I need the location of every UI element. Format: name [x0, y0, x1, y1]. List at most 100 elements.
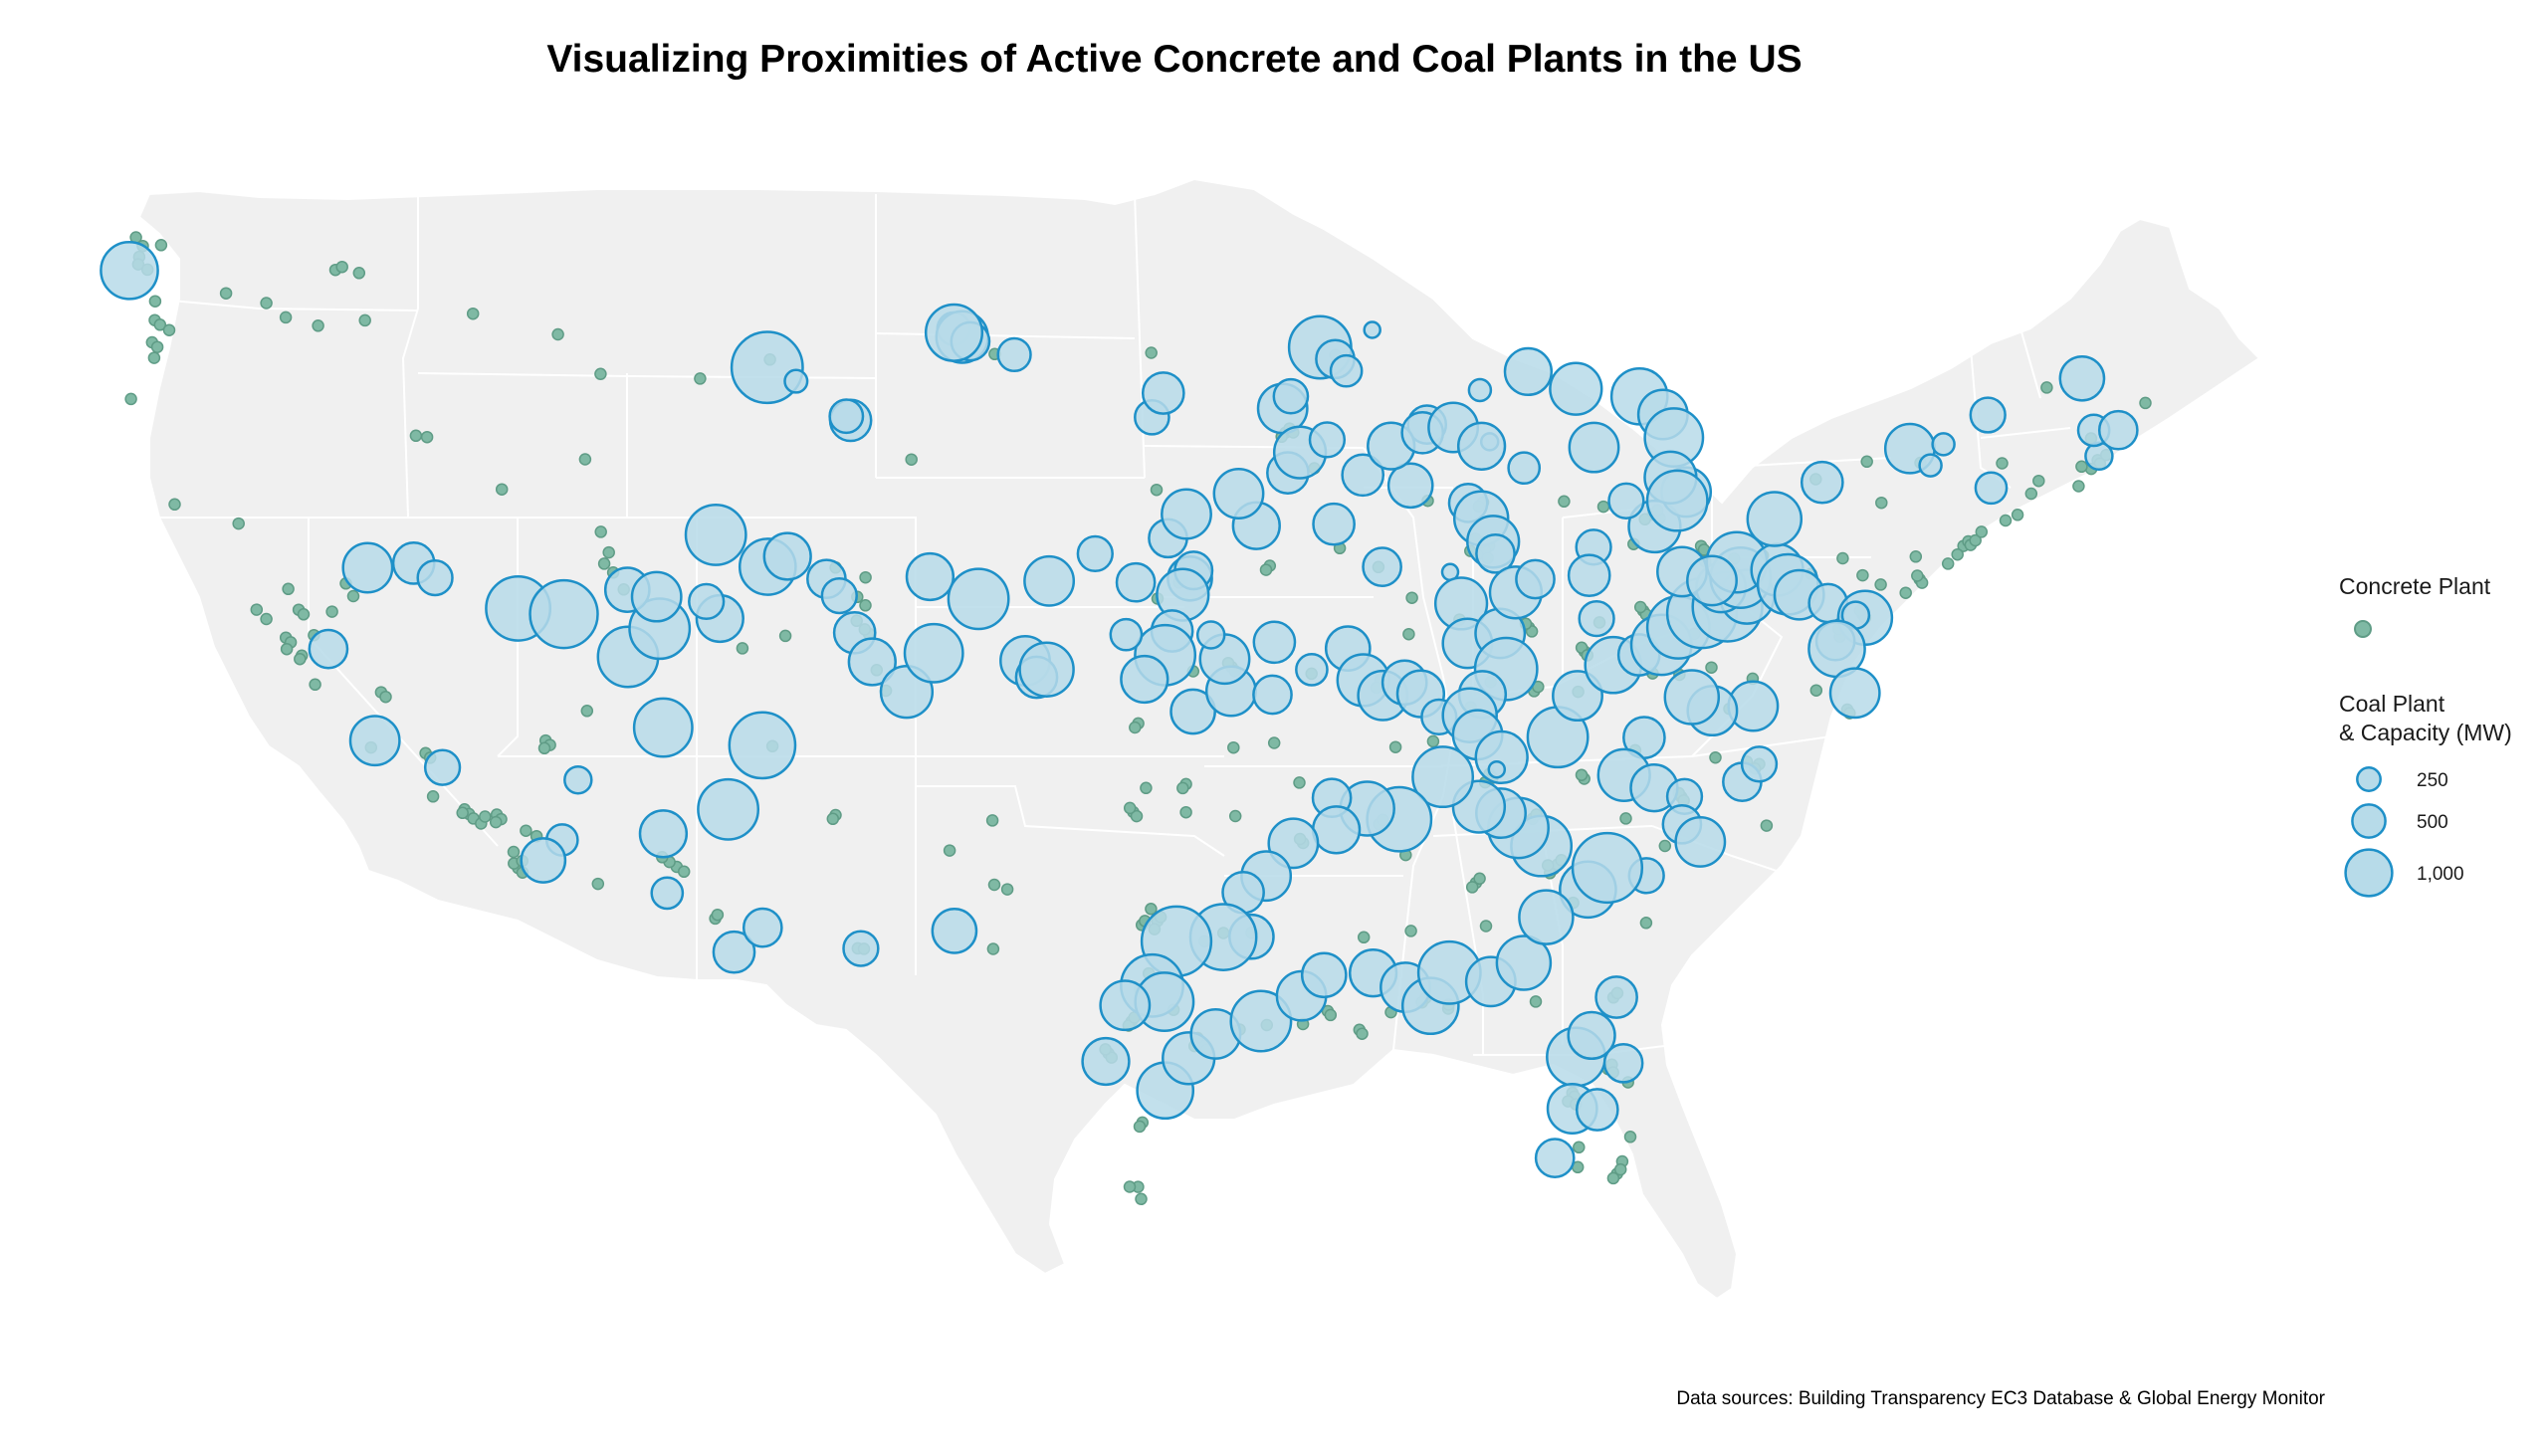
coal-plant-point — [341, 541, 394, 594]
concrete-plant-point — [346, 589, 360, 603]
coal-plant-point — [416, 558, 454, 597]
concrete-plant-point — [1639, 917, 1653, 930]
coal-plant-point — [638, 809, 689, 859]
concrete-plant-point — [1709, 750, 1722, 764]
concrete-plant-point — [578, 453, 592, 466]
concrete-plant-point — [985, 814, 999, 827]
concrete-plant-point — [250, 603, 264, 616]
concrete-plant-point — [1267, 736, 1281, 749]
concrete-plant-point — [297, 608, 311, 621]
coal-plant-point — [728, 711, 797, 780]
chart-title: Visualizing Proximities of Active Concre… — [546, 38, 1803, 81]
coal-plant-point — [1212, 468, 1265, 520]
coal-plant-point — [1515, 558, 1556, 600]
coal-plant-point — [1362, 546, 1402, 587]
concrete-plant-point — [148, 295, 162, 308]
concrete-plant-point — [1259, 563, 1273, 576]
coal-plant-point — [1663, 669, 1721, 726]
coal-plant-point — [308, 628, 349, 670]
coal-plant-point — [1800, 460, 1844, 505]
concrete-plant-point — [1130, 809, 1144, 823]
concrete-plant-point — [1179, 805, 1192, 819]
legend-size-label: 250 — [2417, 770, 2448, 791]
coal-plant-point — [924, 303, 984, 362]
concrete-plant-point — [2072, 480, 2085, 493]
legend: Concrete Plant Coal Plant & Capacity (MW… — [2339, 572, 2538, 931]
coal-plant-point — [529, 578, 599, 650]
concrete-plant-point — [232, 517, 245, 530]
concrete-plant-point — [711, 908, 725, 922]
concrete-plant-point — [1623, 1131, 1637, 1144]
coal-plant-point — [1475, 532, 1516, 574]
border-nd-sd — [875, 332, 1136, 339]
concrete-plant-point — [352, 267, 366, 280]
coal-plant-point — [1363, 320, 1381, 339]
coal-plant-point — [947, 567, 1010, 631]
concrete-plant-point — [736, 642, 749, 655]
coal-plant-point — [1312, 502, 1356, 546]
coal-plant-point — [1456, 421, 1507, 471]
legend-size-circle — [2351, 803, 2387, 839]
concrete-plant-point — [1633, 600, 1647, 614]
concrete-plant-point — [358, 313, 371, 327]
coal-plant-point — [688, 582, 726, 621]
coal-plant-point — [520, 837, 567, 884]
concrete-plant-point — [1357, 931, 1371, 944]
concrete-plant-point — [1405, 591, 1418, 604]
coal-plant-point — [1567, 553, 1611, 598]
concrete-plant-point — [1658, 839, 1672, 853]
concrete-plant-point — [1809, 684, 1823, 697]
coal-plant-point — [1740, 745, 1779, 783]
concrete-plant-point — [1911, 569, 1924, 582]
data-source-note: Data sources: Building Transparency EC3 … — [1676, 1388, 2325, 1409]
concrete-plant-point — [154, 239, 168, 252]
concrete-plant-point — [1356, 1027, 1369, 1040]
concrete-plant-point — [312, 319, 324, 332]
concrete-plant-point — [591, 877, 605, 891]
concrete-plant-point — [1228, 809, 1242, 823]
concrete-plant-point — [1404, 925, 1417, 937]
coal-plant-point — [1115, 561, 1157, 603]
concrete-plant-point — [335, 260, 348, 274]
coal-plant-point — [2058, 354, 2106, 402]
coal-plant-point — [1229, 989, 1293, 1053]
legend-size-circle — [2356, 766, 2382, 792]
concrete-plant-point — [1996, 457, 2009, 470]
concrete-plant-point — [943, 844, 956, 857]
concrete-plant-point — [1860, 455, 1873, 469]
coal-plant-point — [1099, 979, 1152, 1032]
concrete-plant-point — [551, 327, 564, 341]
coal-plant-point — [1918, 453, 1943, 478]
coal-plant-point — [1571, 831, 1644, 905]
coal-plant-point — [1467, 377, 1493, 403]
coal-plant-point — [1674, 815, 1727, 868]
coal-plant-point — [1568, 421, 1620, 474]
concrete-plant-point — [859, 599, 872, 612]
legend-concrete-title: Concrete Plant — [2339, 573, 2491, 599]
concrete-plant-point — [520, 824, 532, 837]
concrete-plant-point — [489, 815, 503, 829]
coal-plant-point — [1931, 432, 1956, 457]
concrete-plant-point — [379, 690, 392, 704]
coal-plant-point — [1195, 620, 1226, 650]
concrete-plant-point — [1874, 578, 1887, 591]
border-vt-nh — [2019, 327, 2041, 399]
concrete-plant-point — [1856, 568, 1869, 582]
concrete-plant-point — [1613, 1162, 1627, 1176]
concrete-plant-point — [1293, 776, 1306, 789]
concrete-plant-point — [1140, 781, 1153, 795]
coal-plant-point — [1686, 554, 1738, 607]
concrete-plant-point — [1619, 812, 1632, 825]
concrete-plant-point — [1941, 557, 1955, 570]
concrete-plant-point — [1575, 768, 1589, 781]
border-ok-tx — [915, 756, 1225, 857]
concrete-plant-point — [153, 318, 167, 331]
concrete-plant-point — [2032, 474, 2045, 488]
border-id-west — [401, 194, 419, 519]
coal-plant-point — [1295, 653, 1329, 687]
concrete-plant-point — [1129, 721, 1142, 734]
concrete-plant-point — [1227, 740, 1240, 754]
concrete-plant-point — [325, 605, 338, 618]
